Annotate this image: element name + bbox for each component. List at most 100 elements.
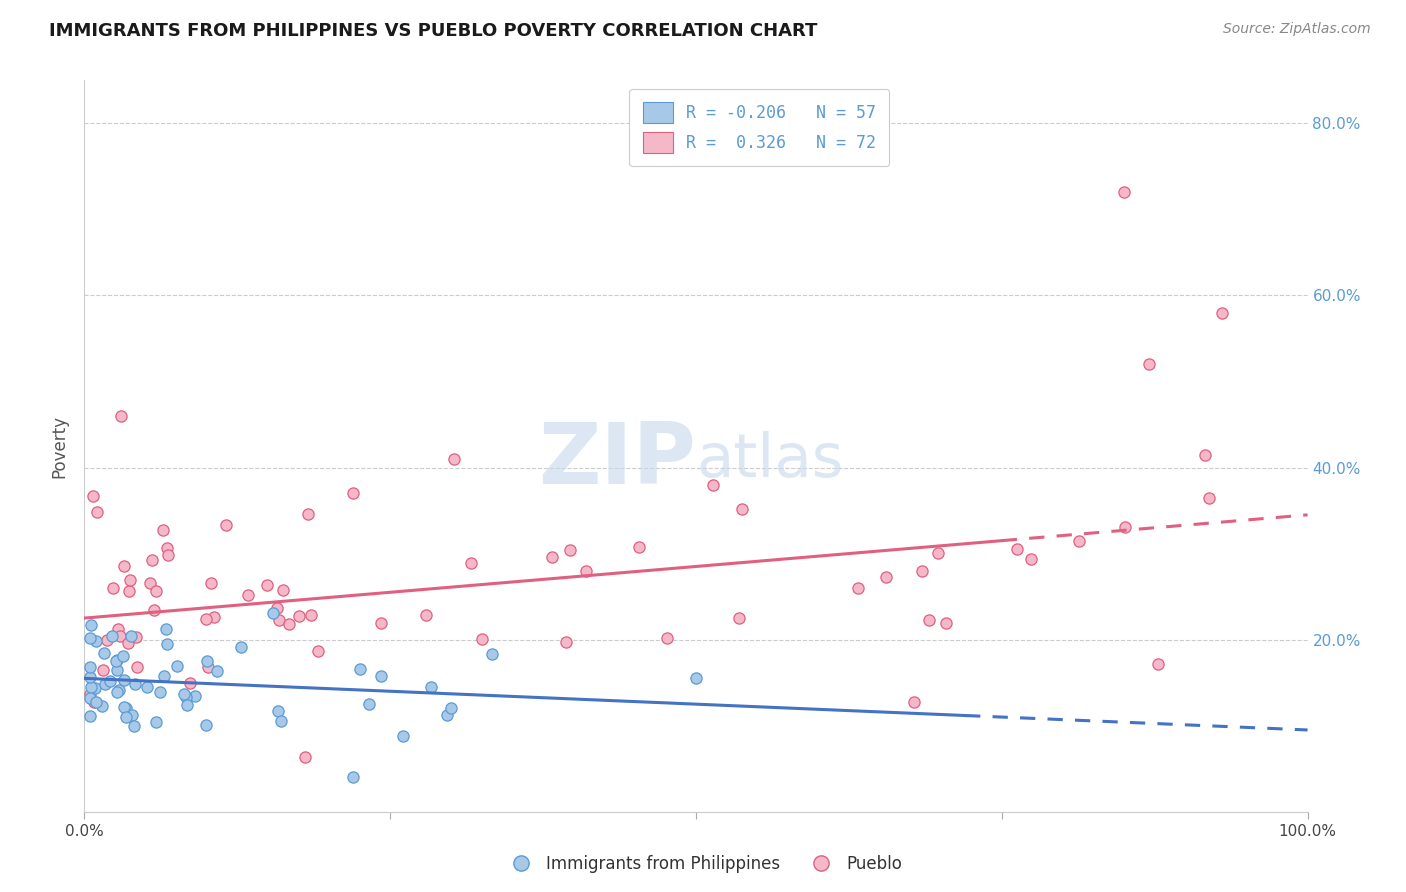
Point <box>307 643 329 657</box>
Point <box>82 489 104 503</box>
Point <box>560 543 582 558</box>
Point <box>1067 534 1090 549</box>
Point <box>294 749 316 764</box>
Point <box>118 573 141 587</box>
Point <box>105 685 128 699</box>
Point <box>903 695 925 709</box>
Point <box>194 718 217 732</box>
Point <box>262 607 284 621</box>
Point <box>391 729 413 743</box>
Point <box>848 581 870 595</box>
Point <box>112 673 135 688</box>
Legend: Immigrants from Philippines, Pueblo: Immigrants from Philippines, Pueblo <box>498 848 908 880</box>
Point <box>101 629 124 643</box>
Point <box>370 615 392 630</box>
Point <box>139 576 162 591</box>
Point <box>86 634 108 648</box>
Point <box>121 708 143 723</box>
Point <box>440 701 463 715</box>
Point <box>145 714 167 729</box>
Point <box>122 719 145 733</box>
Point <box>141 553 163 567</box>
Point <box>145 584 167 599</box>
Point <box>117 636 139 650</box>
Point <box>79 680 101 694</box>
Point <box>156 637 179 651</box>
Point <box>91 698 114 713</box>
Point <box>935 616 957 631</box>
Point <box>215 517 238 532</box>
Point <box>301 607 323 622</box>
Point <box>83 695 105 709</box>
Point <box>229 640 252 655</box>
Point <box>481 647 503 661</box>
Point <box>702 478 724 492</box>
Point <box>443 451 465 466</box>
Text: IMMIGRANTS FROM PHILIPPINES VS PUEBLO POVERTY CORRELATION CHART: IMMIGRANTS FROM PHILIPPINES VS PUEBLO PO… <box>49 22 817 40</box>
Point <box>79 691 101 706</box>
Point <box>267 704 290 718</box>
Point <box>1147 657 1170 671</box>
Point <box>105 663 128 677</box>
Point <box>927 546 949 560</box>
Point <box>103 581 125 595</box>
Point <box>176 690 198 705</box>
Point <box>111 649 134 664</box>
Point <box>80 618 103 632</box>
Point <box>179 676 201 690</box>
Point <box>270 714 292 729</box>
Point <box>197 659 219 673</box>
Point <box>104 654 127 668</box>
Point <box>136 680 159 694</box>
Point <box>728 611 751 625</box>
Point <box>1114 519 1136 533</box>
Point <box>195 655 218 669</box>
Point <box>124 677 146 691</box>
Point <box>657 632 679 646</box>
Point <box>730 502 752 516</box>
Point <box>115 701 138 715</box>
Point <box>342 770 364 784</box>
Point <box>627 541 650 555</box>
Point <box>195 612 218 626</box>
Text: Source: ZipAtlas.com: Source: ZipAtlas.com <box>1223 22 1371 37</box>
Point <box>183 690 205 704</box>
Point <box>918 613 941 627</box>
Text: atlas: atlas <box>696 431 844 490</box>
Point <box>120 630 142 644</box>
Point <box>112 700 135 714</box>
Point <box>79 631 101 645</box>
Point <box>911 565 934 579</box>
Point <box>166 658 188 673</box>
Point <box>288 609 311 624</box>
Point <box>115 710 138 724</box>
Point <box>1198 491 1220 505</box>
Point <box>79 709 101 723</box>
Point <box>108 683 131 698</box>
Point <box>370 669 392 683</box>
Point <box>415 608 437 623</box>
Point <box>269 613 291 627</box>
Point <box>266 601 288 615</box>
Point <box>436 707 458 722</box>
Point <box>173 687 195 701</box>
Point <box>471 632 494 646</box>
Point <box>110 409 132 423</box>
Point <box>155 622 177 636</box>
Point <box>1194 448 1216 462</box>
Point <box>156 541 179 555</box>
Point <box>685 671 707 685</box>
Point <box>105 653 128 667</box>
Point <box>96 632 118 647</box>
Point <box>342 486 364 500</box>
Point <box>176 698 198 712</box>
Point <box>152 523 174 537</box>
Point <box>238 588 260 602</box>
Point <box>98 673 121 688</box>
Point <box>1114 185 1136 199</box>
Point <box>256 578 278 592</box>
Y-axis label: Poverty: Poverty <box>51 415 69 477</box>
Point <box>148 685 170 699</box>
Point <box>271 582 294 597</box>
Point <box>1137 357 1160 371</box>
